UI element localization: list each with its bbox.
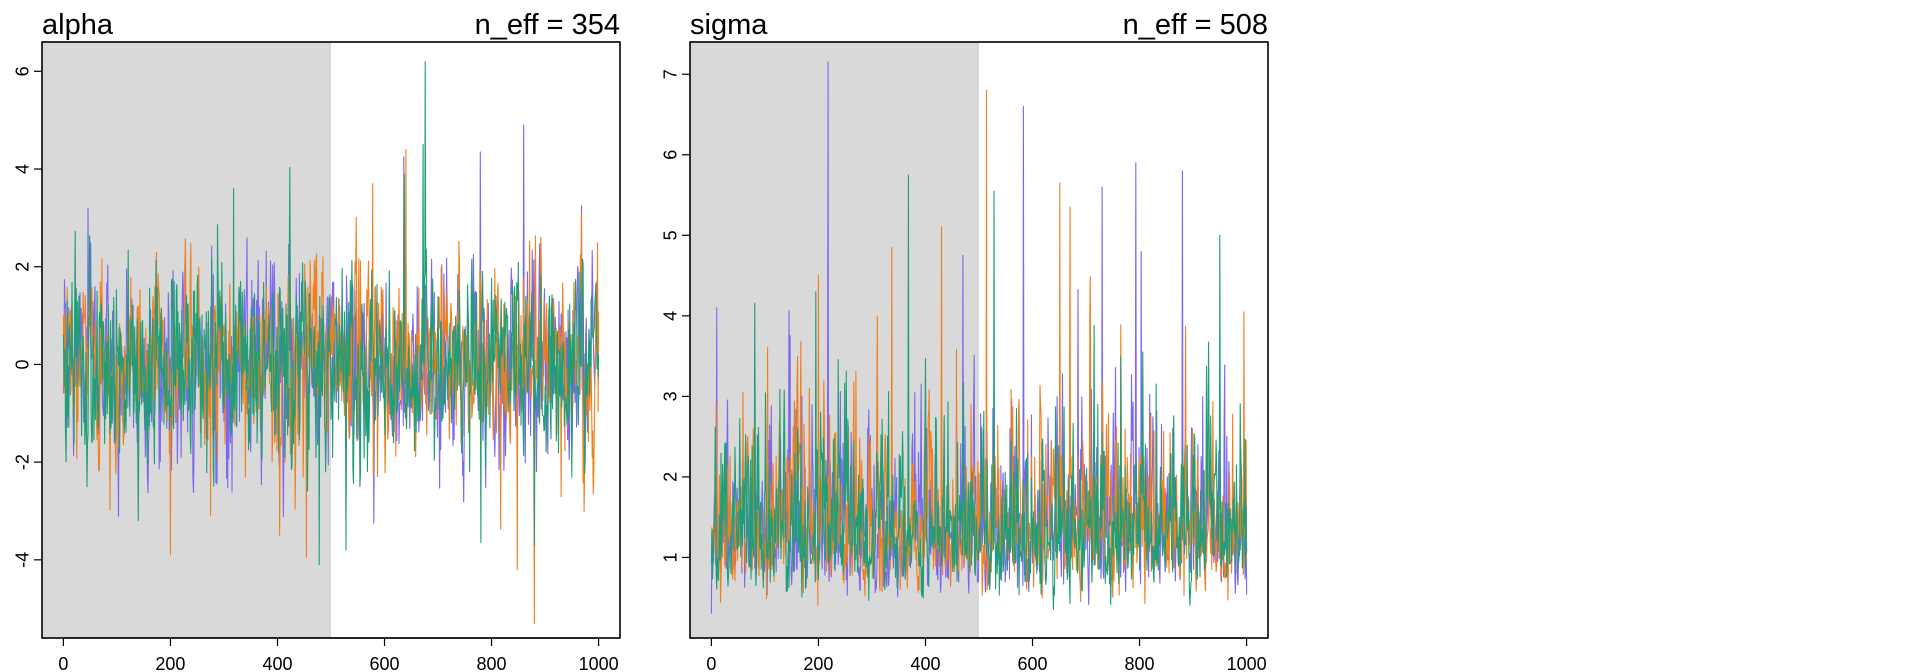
y-tick-label: 2 bbox=[13, 262, 33, 272]
x-tick-label: 600 bbox=[1017, 654, 1047, 672]
x-tick-label: 0 bbox=[58, 654, 68, 672]
sigma-n-eff-label: n_eff = 508 bbox=[1123, 9, 1268, 41]
y-tick-label: 5 bbox=[661, 230, 681, 240]
y-tick-label: 4 bbox=[661, 311, 681, 321]
x-tick-label: 200 bbox=[155, 654, 185, 672]
y-tick-label: 6 bbox=[13, 66, 33, 76]
sigma-chain-3-trace bbox=[710, 174, 1248, 611]
x-tick-label: 800 bbox=[1125, 654, 1155, 672]
alpha-chain-3-trace bbox=[62, 60, 600, 566]
x-tick-label: 600 bbox=[369, 654, 399, 672]
x-tick-label: 800 bbox=[477, 654, 507, 672]
y-tick-label: -2 bbox=[13, 454, 33, 470]
sigma-chain-traces bbox=[710, 61, 1248, 614]
y-tick-label: -4 bbox=[13, 552, 33, 568]
sigma-panel-title: sigma bbox=[690, 9, 768, 41]
alpha-n-eff-label: n_eff = 354 bbox=[475, 9, 620, 41]
sigma-x-axis: 0 200 400 600 800 1000 bbox=[706, 637, 1267, 672]
y-tick-label: 1 bbox=[661, 552, 681, 562]
y-tick-label: 3 bbox=[661, 391, 681, 401]
alpha-y-axis: -4 -2 0 2 4 6 bbox=[13, 66, 42, 568]
alpha-trace-panel: 0 200 400 600 800 1000 -4 -2 0 2 4 6 alpha n_eff =… bbox=[13, 9, 621, 672]
x-tick-label: 400 bbox=[910, 654, 940, 672]
y-tick-label: 6 bbox=[661, 150, 681, 160]
alpha-panel-title: alpha bbox=[42, 9, 114, 41]
sigma-trace-panel: 0 200 400 600 800 1000 1 2 3 4 5 6 7 sigma n_eff = … bbox=[661, 9, 1269, 672]
x-tick-label: 0 bbox=[706, 654, 716, 672]
y-tick-label: 2 bbox=[661, 472, 681, 482]
alpha-x-axis: 0 200 400 600 800 1000 bbox=[58, 637, 619, 672]
x-tick-label: 1000 bbox=[579, 654, 619, 672]
x-tick-label: 400 bbox=[262, 654, 292, 672]
y-tick-label: 0 bbox=[13, 359, 33, 369]
x-tick-label: 1000 bbox=[1227, 654, 1267, 672]
sigma-y-axis: 1 2 3 4 5 6 7 bbox=[661, 69, 690, 562]
y-tick-label: 7 bbox=[661, 69, 681, 79]
x-tick-label: 200 bbox=[803, 654, 833, 672]
alpha-chain-traces bbox=[62, 60, 600, 624]
y-tick-label: 4 bbox=[13, 164, 33, 174]
